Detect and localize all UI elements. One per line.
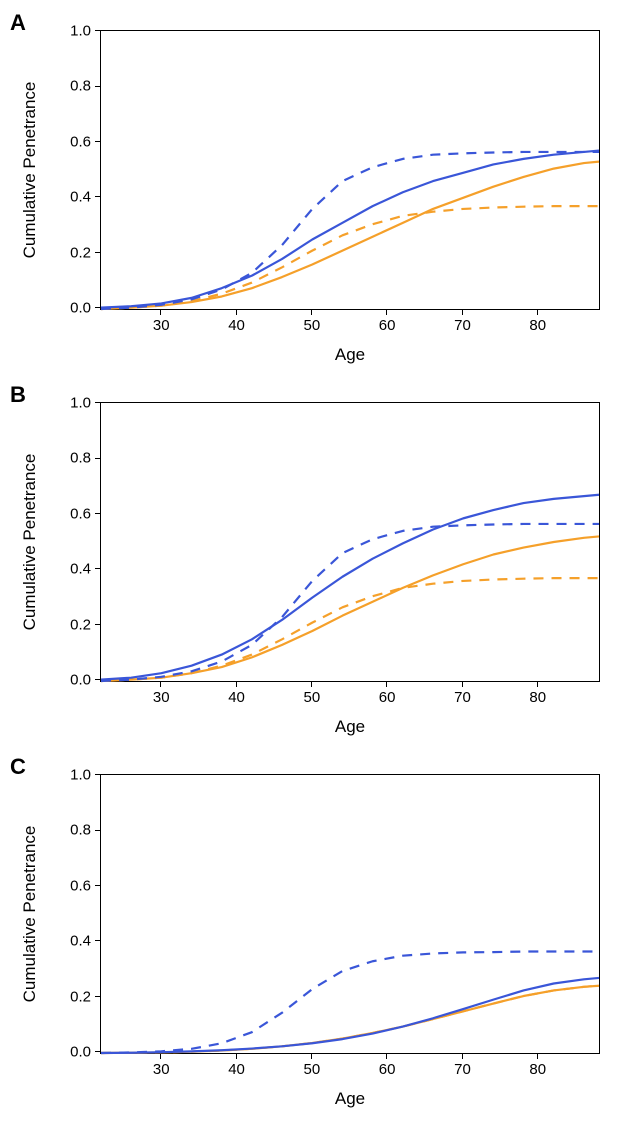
x-tick-label: 80 [529,317,546,334]
y-tick-label: 0.4 [70,189,91,206]
x-tick-label: 40 [228,1061,245,1078]
y-tick-label: 0.4 [70,561,91,578]
x-tick-label: 50 [304,1061,321,1078]
x-tick [462,309,463,315]
panel-label: C [10,754,26,780]
y-tick-label: 0.0 [70,300,91,317]
x-tick-label: 30 [153,1061,170,1078]
curves-svg [101,403,599,681]
x-tick [160,681,161,687]
y-tick-label: 1.0 [70,395,91,412]
y-tick-label: 1.0 [70,767,91,784]
curve-orange_dashed [101,206,599,309]
y-tick-label: 0.4 [70,933,91,950]
panel-C: C0.00.20.40.60.81.0304050607080Cumulativ… [10,754,623,1116]
x-tick-label: 70 [454,317,471,334]
y-axis-label: Cumulative Penetrance [20,82,40,259]
y-tick-label: 1.0 [70,23,91,40]
x-tick [160,309,161,315]
x-tick-label: 40 [228,317,245,334]
x-tick [236,1053,237,1059]
x-tick [537,309,538,315]
x-tick [160,1053,161,1059]
plot-area: 0.00.20.40.60.81.0304050607080 [100,402,600,682]
x-tick-label: 70 [454,1061,471,1078]
x-axis-label: Age [335,345,365,365]
x-tick-label: 30 [153,317,170,334]
x-tick [311,681,312,687]
x-tick-label: 60 [379,317,396,334]
x-tick-label: 70 [454,689,471,706]
panel-label: B [10,382,26,408]
y-tick-label: 0.6 [70,877,91,894]
curve-blue_solid [101,978,599,1053]
curve-blue_solid [101,151,599,308]
y-tick-label: 0.2 [70,616,91,633]
x-tick [537,1053,538,1059]
curve-blue_dashed [101,152,599,309]
y-tick-label: 0.8 [70,450,91,467]
y-tick-label: 0.8 [70,78,91,95]
y-tick-label: 0.0 [70,1044,91,1061]
x-tick-label: 40 [228,689,245,706]
x-tick-label: 60 [379,1061,396,1078]
panel-A: A0.00.20.40.60.81.0304050607080Cumulativ… [10,10,623,372]
y-tick-label: 0.0 [70,672,91,689]
y-tick-label: 0.6 [70,133,91,150]
x-tick [311,1053,312,1059]
y-tick-label: 0.2 [70,244,91,261]
y-axis-label: Cumulative Penetrance [20,826,40,1003]
curves-svg [101,775,599,1053]
curves-svg [101,31,599,309]
x-tick-label: 50 [304,317,321,334]
x-tick [236,681,237,687]
y-axis-label: Cumulative Penetrance [20,454,40,631]
plot-area: 0.00.20.40.60.81.0304050607080 [100,30,600,310]
x-tick-label: 80 [529,1061,546,1078]
y-tick-label: 0.6 [70,505,91,522]
figure-container: A0.00.20.40.60.81.0304050607080Cumulativ… [10,10,623,1116]
x-tick [311,309,312,315]
curve-orange_dashed [101,578,599,681]
x-tick-label: 50 [304,689,321,706]
x-tick [537,681,538,687]
x-tick [236,309,237,315]
curve-orange_solid [101,162,599,309]
x-axis-label: Age [335,717,365,737]
x-tick [462,1053,463,1059]
x-tick [386,309,387,315]
x-tick-label: 60 [379,689,396,706]
plot-area: 0.00.20.40.60.81.0304050607080 [100,774,600,1054]
y-tick-label: 0.2 [70,988,91,1005]
x-axis-label: Age [335,1089,365,1109]
curve-orange_solid [101,986,599,1053]
panel-B: B0.00.20.40.60.81.0304050607080Cumulativ… [10,382,623,744]
x-tick-label: 30 [153,689,170,706]
panel-label: A [10,10,26,36]
curve-orange_solid [101,536,599,681]
x-tick-label: 80 [529,689,546,706]
x-tick [462,681,463,687]
y-tick-label: 0.8 [70,822,91,839]
x-tick [386,681,387,687]
x-tick [386,1053,387,1059]
curve-blue_solid [101,495,599,680]
